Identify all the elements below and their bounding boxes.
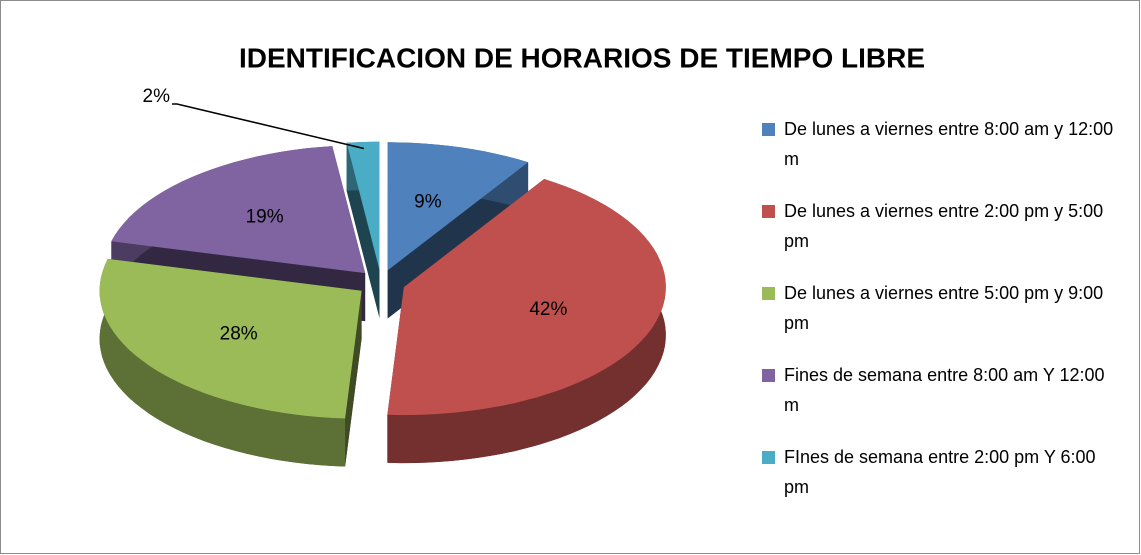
data-label: 9% [414, 192, 442, 213]
legend-label: Fines de semana entre 8:00 am Y 12:00 m [784, 365, 1105, 415]
chart-title: IDENTIFICACION DE HORARIOS DE TIEMPO LIB… [239, 42, 925, 73]
slice-top [111, 146, 366, 274]
slice-side [387, 179, 666, 464]
data-label: 42% [529, 299, 567, 320]
legend-item: De lunes a viernes entre 8:00 am y 12:00… [762, 114, 1132, 196]
slice [387, 179, 666, 464]
data-label: 28% [220, 323, 258, 344]
legend-label: FInes de semana entre 2:00 pm Y 6:00 pm [784, 447, 1096, 497]
slice-top [387, 142, 529, 271]
legend-label: De lunes a viernes entre 5:00 pm y 9:00 … [784, 283, 1104, 333]
slice [346, 141, 380, 318]
legend-swatch [762, 205, 775, 218]
legend-label: De lunes a viernes entre 2:00 pm y 5:00 … [784, 201, 1104, 251]
legend-label: De lunes a viernes entre 8:00 am y 12:00… [784, 119, 1114, 169]
legend-swatch [762, 123, 775, 136]
slice-top [387, 179, 666, 416]
legend-item: FInes de semana entre 2:00 pm Y 6:00 pm [762, 442, 1132, 524]
legend-swatch [762, 451, 775, 464]
legend: De lunes a viernes entre 8:00 am y 12:00… [762, 114, 1132, 524]
slice-side [99, 258, 346, 467]
legend-item: Fines de semana entre 8:00 am Y 12:00 m [762, 360, 1132, 442]
slice [99, 258, 362, 467]
legend-item: De lunes a viernes entre 2:00 pm y 5:00 … [762, 196, 1132, 278]
legend-swatch [762, 369, 775, 382]
slice-top [346, 141, 380, 270]
legend-item: De lunes a viernes entre 5:00 pm y 9:00 … [762, 278, 1132, 360]
leader-line [172, 103, 365, 150]
slice-top [99, 258, 362, 419]
data-label: 2% [143, 86, 171, 107]
data-label: 19% [246, 206, 284, 227]
legend-swatch [762, 287, 775, 300]
